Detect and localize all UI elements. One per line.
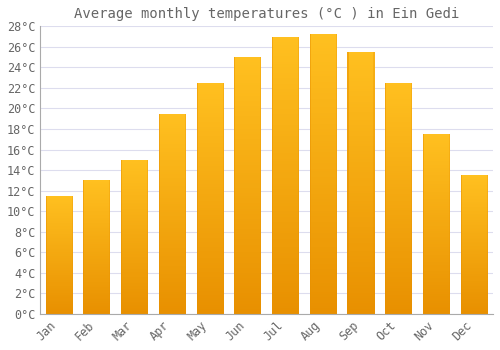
Title: Average monthly temperatures (°C ) in Ein Gedi: Average monthly temperatures (°C ) in Ei… — [74, 7, 460, 21]
